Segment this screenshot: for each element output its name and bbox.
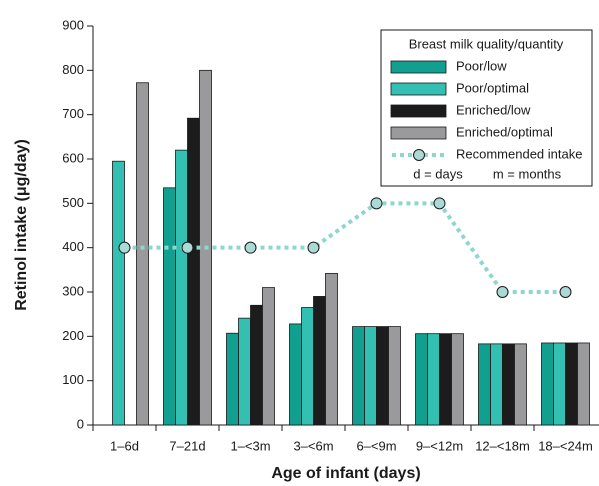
bar: [352, 326, 365, 426]
legend-swatch: [413, 149, 425, 161]
x-tick-label: 3–<6m: [293, 438, 333, 453]
line-marker: [244, 241, 257, 254]
legend-swatch: [390, 104, 447, 118]
bar: [427, 333, 440, 426]
bar: [289, 323, 302, 426]
bar: [364, 326, 377, 426]
bar: [250, 304, 263, 426]
line-marker: [433, 197, 446, 210]
x-axis-title: Age of infant (days): [271, 465, 420, 482]
legend-note: m = months: [493, 166, 562, 181]
bar: [439, 333, 452, 426]
y-tick-label: 900: [62, 17, 84, 32]
legend-label: Recommended intake: [456, 146, 582, 161]
line: [124, 201, 566, 294]
y-tick-label: 600: [62, 150, 84, 165]
line-marker: [496, 286, 509, 298]
bar: [187, 117, 200, 426]
x-tick-label: 12–<18m: [475, 438, 530, 453]
x-tick-label: 1–<3m: [230, 438, 270, 453]
line-marker: [370, 197, 383, 210]
x-tick-label: 18–<24m: [538, 438, 593, 453]
bar: [388, 326, 401, 426]
bar: [451, 333, 464, 426]
bar: [376, 326, 389, 426]
bar: [541, 342, 554, 426]
x-tick-label: 7–21d: [169, 438, 205, 453]
legend-title: Breast milk quality/quantity: [409, 36, 564, 51]
bar: [313, 296, 326, 426]
x-tick-label: 9–<12m: [416, 438, 463, 453]
bar: [415, 333, 428, 426]
y-tick-label: 0: [77, 416, 84, 431]
line-marker: [181, 241, 194, 254]
legend-label: Enriched/optimal: [456, 124, 553, 139]
y-tick-label: 300: [62, 283, 84, 298]
x-tick-label: 6–<9m: [356, 438, 396, 453]
legend-label: Poor/optimal: [456, 80, 529, 95]
y-tick-label: 800: [62, 62, 84, 77]
legend-swatch: [390, 126, 447, 140]
bar: [262, 287, 275, 426]
legend-swatch: [390, 82, 447, 96]
y-tick-label: 100: [62, 372, 84, 387]
y-tick-label: 200: [62, 328, 84, 343]
bar: [577, 342, 590, 426]
bar: [553, 342, 566, 426]
bar: [325, 272, 338, 426]
y-axis-title: Retinol intake (μg/day): [13, 139, 30, 311]
line-marker: [559, 286, 572, 298]
bar: [112, 160, 125, 426]
legend-swatch: [390, 60, 447, 74]
line-marker: [118, 241, 131, 254]
bar: [502, 343, 515, 426]
bar: [226, 332, 239, 426]
bar: [514, 343, 527, 426]
line-marker: [307, 241, 320, 254]
bar: [301, 307, 314, 426]
x-tick-label: 1–6d: [110, 438, 139, 453]
bar: [478, 343, 491, 426]
bar: [565, 342, 578, 426]
bar: [163, 187, 176, 426]
bar: [175, 149, 188, 426]
legend-label: Poor/low: [456, 58, 507, 73]
legend-note: d = days: [413, 166, 463, 181]
legend-label: Enriched/low: [456, 102, 531, 117]
bar: [490, 343, 503, 426]
y-tick-label: 700: [62, 106, 84, 121]
bar: [238, 317, 251, 426]
y-tick-label: 400: [62, 239, 84, 254]
y-tick-label: 500: [62, 195, 84, 210]
bar: [136, 82, 149, 426]
